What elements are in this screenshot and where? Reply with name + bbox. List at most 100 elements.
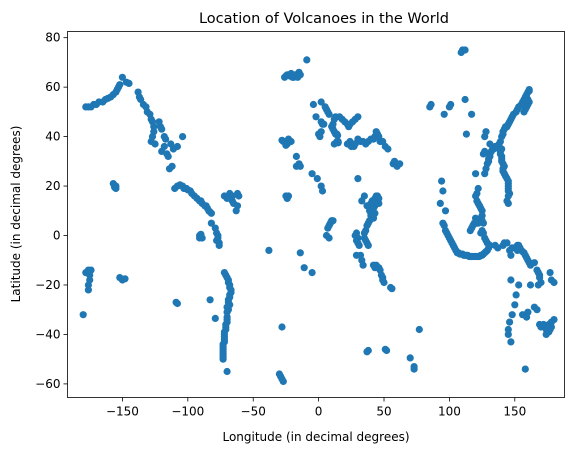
- volcano-point: [461, 95, 469, 104]
- volcano-point: [472, 170, 480, 178]
- volcano-point: [125, 79, 133, 87]
- volcano-point: [515, 281, 523, 289]
- volcano-point: [158, 125, 166, 133]
- x-tick-label: −100: [171, 405, 204, 419]
- volcano-point: [477, 229, 485, 237]
- volcano-point: [550, 278, 558, 287]
- x-tick-label: 150: [503, 405, 526, 419]
- volcano-point: [364, 241, 372, 249]
- y-tick-label: 0: [53, 229, 61, 243]
- volcano-point: [364, 346, 372, 355]
- volcano-point: [355, 241, 363, 249]
- volcano-point: [447, 100, 455, 109]
- volcano-point: [324, 224, 332, 232]
- chart-title: Location of Volcanoes in the World: [199, 11, 449, 27]
- volcano-point: [530, 259, 539, 267]
- volcano-point: [360, 229, 368, 237]
- volcano-point: [207, 219, 215, 227]
- x-tick-label: −50: [241, 405, 266, 419]
- volcano-point: [296, 71, 304, 79]
- volcano-point: [481, 147, 489, 155]
- volcano-point: [384, 145, 392, 153]
- volcano-point: [232, 207, 240, 215]
- y-axis-ticks: −60 −40 −20 0 20 40 60 80: [35, 31, 68, 391]
- volcano-point: [79, 311, 87, 319]
- volcano-point: [383, 346, 391, 355]
- data-points: [79, 46, 558, 385]
- volcano-point: [279, 377, 287, 385]
- volcano-point: [325, 234, 333, 242]
- volcano-point: [296, 249, 304, 257]
- volcano-point: [542, 330, 550, 338]
- volcano-point: [503, 239, 511, 247]
- volcano-point: [439, 187, 447, 195]
- volcano-point: [164, 152, 172, 160]
- volcano-point: [396, 160, 404, 168]
- x-tick-label: 0: [315, 405, 323, 419]
- volcano-point: [84, 286, 92, 294]
- volcano-point: [486, 140, 494, 148]
- volcano-point: [438, 177, 446, 185]
- volcano-point: [303, 56, 311, 64]
- volcano-point: [215, 241, 223, 249]
- volcano-point: [525, 86, 533, 94]
- volcano-point: [121, 275, 129, 283]
- y-axis-label: Latitude (in decimal degrees): [9, 126, 23, 303]
- volcano-point: [354, 113, 362, 121]
- volcano-point: [300, 264, 308, 272]
- x-tick-label: −150: [106, 405, 139, 419]
- volcano-point: [162, 135, 170, 143]
- volcano-point: [292, 152, 300, 160]
- volcano-point: [334, 131, 342, 139]
- volcano-point: [507, 338, 515, 346]
- volcano-point: [116, 81, 124, 89]
- volcano-point: [321, 103, 329, 111]
- volcano-point: [282, 192, 290, 200]
- volcano-point: [223, 367, 231, 376]
- y-tick-label: −60: [35, 377, 60, 391]
- volcano-point: [436, 199, 444, 207]
- volcano-point: [533, 306, 541, 314]
- volcano-point: [207, 209, 215, 217]
- volcano-point: [173, 299, 181, 308]
- volcano-point: [508, 311, 516, 319]
- volcano-point: [317, 98, 325, 106]
- volcano-point: [325, 110, 333, 118]
- volcano-point: [206, 296, 214, 304]
- volcano-point: [506, 318, 514, 326]
- volcano-point: [410, 365, 418, 373]
- y-tick-label: 40: [45, 130, 60, 144]
- y-tick-label: −40: [35, 327, 60, 341]
- x-tick-label: 50: [376, 405, 391, 419]
- volcano-point: [168, 162, 176, 170]
- volcano-point: [309, 100, 317, 109]
- volcano-point: [313, 175, 321, 183]
- volcano-point: [329, 217, 337, 225]
- volcano-point: [550, 316, 558, 324]
- volcano-point: [507, 276, 515, 284]
- volcano-point: [296, 162, 304, 170]
- volcano-point: [330, 140, 338, 148]
- y-tick-label: 20: [45, 179, 60, 193]
- volcano-point: [265, 246, 273, 254]
- x-axis-label: Longitude (in decimal degrees): [222, 430, 409, 444]
- volcano-point: [287, 137, 295, 146]
- volcano-point: [441, 207, 450, 215]
- volcano-point: [317, 128, 325, 136]
- volcano-point: [427, 100, 435, 109]
- volcano-point: [360, 192, 368, 200]
- volcano-point: [351, 231, 359, 240]
- volcano-point: [415, 325, 423, 334]
- volcano-point: [524, 308, 532, 316]
- volcano-point: [320, 120, 328, 128]
- volcano-point: [468, 110, 476, 118]
- volcano-point: [219, 355, 227, 363]
- volcano-point: [151, 140, 159, 148]
- volcano-point: [312, 113, 320, 121]
- volcano-point: [507, 251, 515, 259]
- volcano-point: [150, 123, 158, 131]
- volcano-point: [179, 133, 187, 141]
- volcano-point: [504, 325, 512, 334]
- volcano-point: [354, 175, 362, 183]
- y-tick-label: 60: [45, 80, 60, 94]
